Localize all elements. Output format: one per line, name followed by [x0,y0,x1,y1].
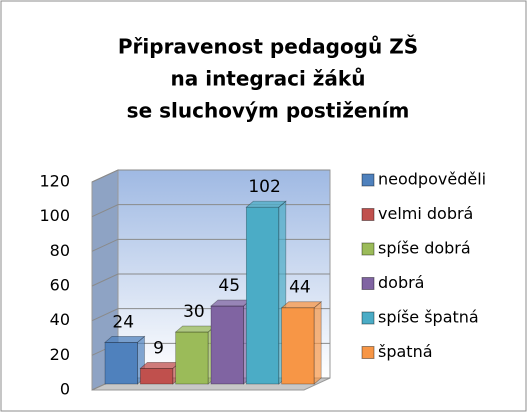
bar [104,335,146,385]
y-tick-label: 100 [39,206,70,225]
legend-label: spíše špatná [378,308,479,327]
bar-front [281,307,315,385]
chart-title: Připravenost pedagogů ZŠ [118,35,418,59]
bar-front [175,331,209,385]
bar-top [245,200,287,208]
y-tick-label: 40 [50,310,70,329]
chart-title: na integraci žáků [171,67,366,91]
legend-swatch [361,208,375,221]
legend-label: špatná [378,342,433,361]
bar-top [280,301,323,309]
data-label: 24 [112,312,134,332]
y-tick-label: 80 [50,241,70,260]
bar [280,300,323,385]
y-tick-label: 120 [39,172,70,191]
y-tick-label: 20 [50,345,70,364]
legend-swatch [361,277,375,290]
data-label: 102 [248,177,280,197]
data-label: 30 [183,302,205,322]
legend-label: dobrá [378,273,424,292]
bar [210,299,252,385]
legend-swatch [361,346,375,359]
legend-label: neodpověděli [378,170,486,189]
bar-top [210,299,252,307]
bar-top [104,336,146,343]
bar-front [139,368,174,385]
legend-swatch [361,173,375,187]
bar-top [139,362,181,369]
y-tick-label: 60 [50,276,70,295]
legend-swatch [361,311,375,325]
bar-front [245,206,280,385]
data-label: 44 [289,278,311,298]
bar [139,361,181,385]
bar-top [174,325,217,333]
bar-front [210,305,244,385]
bar-side [313,300,322,385]
data-label: 45 [218,276,240,296]
grid-line [91,169,330,183]
bar [174,325,217,385]
bar-front [104,342,138,385]
legend-label: spíše dobrá [378,239,471,258]
chart-title: se sluchovým postižením [127,99,410,123]
legend-label: velmi dobrá [378,204,473,223]
data-label: 9 [153,338,164,358]
bar [245,200,287,385]
legend-swatch [361,242,375,256]
y-tick-label: 0 [60,380,70,399]
